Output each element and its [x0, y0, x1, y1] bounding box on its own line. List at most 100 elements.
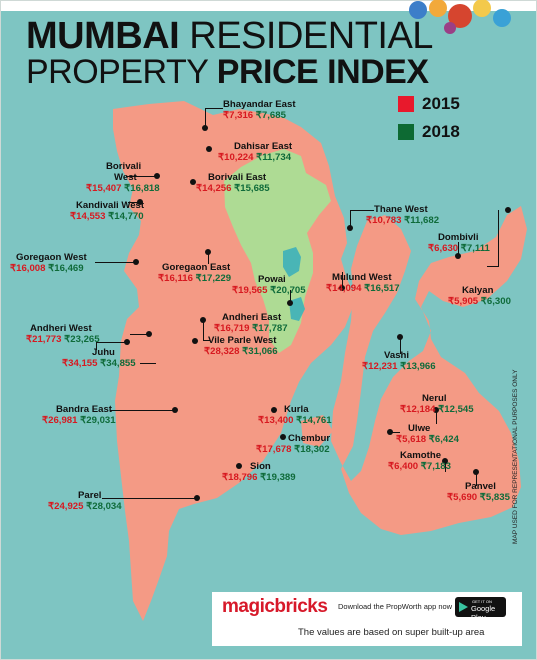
leader-line [128, 202, 140, 203]
location-kalyan: Kalyan ₹5,905 ₹6,300 [448, 285, 511, 307]
marker-dot [206, 146, 212, 152]
title-mumbai: MUMBAI [26, 15, 180, 57]
title-price-index: PRICE INDEX [216, 53, 429, 91]
location-sion: Sion ₹18,796 ₹19,389 [222, 461, 296, 483]
leader-line [487, 266, 499, 267]
marker-dot [433, 407, 439, 413]
location-mulund-west: Mulund West ₹14,094 ₹16,517 [326, 272, 400, 294]
leader-line [342, 272, 343, 288]
leader-line [140, 363, 156, 364]
location-borivali-east: Borivali East ₹14,256 ₹15,685 [196, 172, 270, 194]
location-dombivli: Dombivli ₹6,630 ₹7,111 [428, 232, 490, 254]
legend-swatch-2018 [398, 124, 414, 140]
leader-line [205, 108, 206, 128]
footnote: The values are based on super built-up a… [298, 627, 485, 638]
location-thane-west: Thane West ₹10,783 ₹11,682 [366, 204, 440, 226]
leader-line [350, 210, 351, 228]
marker-dot [442, 458, 448, 464]
leader-line [350, 210, 374, 211]
marker-dot [154, 173, 160, 179]
marker-dot [202, 125, 208, 131]
leader-line [130, 334, 148, 335]
legend-label-2018: 2018 [422, 122, 460, 141]
location-kurla: Kurla ₹13,400 ₹14,761 [258, 404, 332, 426]
google-play-badge[interactable]: GET IT ON Google Play [455, 597, 506, 622]
leader-line [400, 336, 401, 354]
marker-dot [271, 407, 277, 413]
location-bhayandar-east: Bhayandar East ₹7,316 ₹7,685 [223, 99, 296, 121]
leader-line [96, 342, 126, 343]
lake-vihar [283, 247, 301, 277]
national-park [224, 149, 331, 353]
location-panvel: Panvel ₹5,690 ₹5,835 [447, 481, 510, 503]
marker-dot [146, 331, 152, 337]
marker-dot [280, 434, 286, 440]
location-vashi: Vashi ₹12,231 ₹13,966 [362, 350, 436, 372]
legend-2018: 2018 [398, 122, 460, 142]
leader-line [476, 472, 477, 486]
marker-dot [190, 179, 196, 185]
leader-line [458, 242, 459, 256]
leader-line [102, 498, 196, 499]
leader-line [203, 320, 204, 340]
google-play-small-text: GET IT ON [472, 599, 492, 604]
magicbricks-logo: magicbricks [222, 596, 328, 617]
location-goregaon-west: Goregaon West ₹16,008 ₹16,469 [10, 252, 87, 274]
marker-dot [172, 407, 178, 413]
leader-line [110, 410, 174, 411]
leader-line [445, 462, 446, 472]
title-line-1: MUMBAI RESIDENTIAL [26, 17, 433, 55]
location-ulwe: Ulwe ₹5,618 ₹6,424 [396, 423, 459, 445]
marker-dot [192, 338, 198, 344]
leader-line [290, 290, 291, 304]
marker-dot [194, 495, 200, 501]
marker-dot [387, 429, 393, 435]
play-store-icon [459, 602, 468, 612]
leader-line [126, 176, 156, 177]
download-text: Download the PropWorth app now [338, 602, 453, 611]
lake-powai [289, 297, 305, 321]
marker-dot [124, 339, 130, 345]
marker-dot [133, 259, 139, 265]
leader-line [96, 342, 97, 350]
marker-dot [205, 249, 211, 255]
footer-card: magicbricks Download the PropWorth app n… [212, 592, 522, 646]
location-nerul: Nerul ₹12,184 ₹12,545 [400, 393, 474, 415]
leader-line [203, 340, 210, 341]
location-kamothe: Kamothe ₹6,400 ₹7,183 [388, 450, 451, 472]
title-residential: RESIDENTIAL [189, 15, 433, 57]
marker-dot [339, 285, 345, 291]
marker-dot [473, 469, 479, 475]
marker-dot [137, 199, 143, 205]
marker-dot [505, 207, 511, 213]
map-disclaimer: MAP USED FOR REPRESENTATIONAL PURPOSES O… [512, 369, 519, 544]
location-goregaon-east: Goregaon East ₹16,116 ₹17,229 [158, 262, 232, 284]
location-parel: Parel ₹24,925 ₹28,034 [48, 490, 122, 512]
location-bandra-east: Bandra East ₹26,981 ₹29,031 [42, 404, 116, 426]
location-kandivali-west: Kandivali West ₹14,553 ₹14,770 [70, 200, 145, 222]
leader-line [498, 210, 499, 266]
location-chembur: Chembur ₹17,678 ₹18,302 [256, 433, 331, 455]
trombay-landmass [301, 415, 333, 447]
marker-dot [236, 463, 242, 469]
legend-swatch-2015 [398, 96, 414, 112]
title-property: PROPERTY [26, 53, 208, 91]
marker-dot [287, 300, 293, 306]
marker-dot [455, 253, 461, 259]
marker-dot [347, 225, 353, 231]
leader-line [390, 432, 400, 433]
marker-dot [397, 334, 403, 340]
location-vile-parle-west: Vile Parle West ₹28,328 ₹31,066 [204, 335, 278, 357]
leader-line [208, 252, 209, 264]
location-borivali-west: Borivali West ₹15,407 ₹16,818 [86, 161, 160, 194]
location-dahisar-east: Dahisar East ₹10,224 ₹11,734 [218, 141, 293, 163]
top-strip [1, 1, 536, 11]
marker-dot [200, 317, 206, 323]
location-andheri-west: Andheri West ₹21,773 ₹23,265 [26, 323, 100, 345]
legend-2015: 2015 [398, 94, 460, 114]
decorative-flowers-graphic [409, 0, 511, 34]
location-powai: Powai ₹19,565 ₹20,705 [232, 274, 306, 296]
location-juhu: Juhu ₹34,155 ₹34,855 [62, 347, 136, 369]
